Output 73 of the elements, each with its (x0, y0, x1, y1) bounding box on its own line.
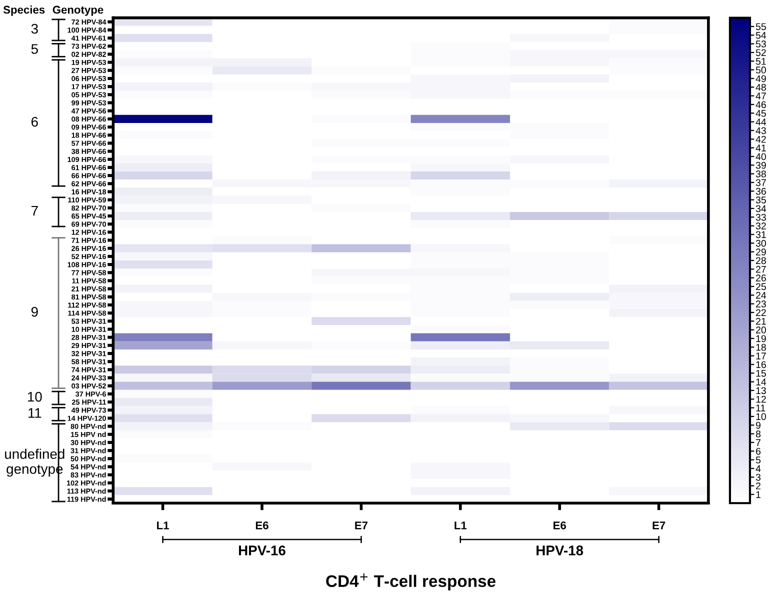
color-bar-label: 46 (756, 101, 766, 108)
color-bar-label: 13 (756, 387, 766, 394)
color-bar-label: 19 (756, 335, 766, 342)
color-bar-label: 12 (756, 396, 766, 403)
color-bar-label: 3 (756, 474, 761, 481)
color-bar-label: 30 (756, 240, 766, 247)
text: 10 (28, 392, 42, 402)
color-bar-label: 24 (756, 292, 766, 299)
color-bar-label: 5 (756, 456, 761, 464)
color-bar-label: 23 (756, 300, 766, 308)
text: 5 (31, 44, 38, 54)
text: 6 (31, 116, 38, 127)
color-bar-label: 53 (756, 40, 766, 48)
color-bar-label: 20 (756, 326, 766, 334)
color-bar-label: 37 (756, 179, 766, 186)
text: HPV-18 (536, 546, 584, 556)
x-tick-label: E7 (355, 522, 368, 530)
color-bar-label: 26 (756, 274, 766, 282)
x-tick-label: E6 (554, 521, 566, 530)
color-bar-label: 55 (756, 23, 766, 30)
color-bar-label: 44 (756, 118, 766, 126)
color-bar-label: 16 (756, 361, 766, 368)
color-bar-label: 28 (756, 257, 766, 264)
color-bar-label: 14 (756, 378, 766, 386)
color-bar-label: 49 (756, 75, 766, 82)
color-bar-label: 18 (756, 344, 766, 351)
color-bar-label: 2 (756, 482, 760, 490)
color-bar-label: 25 (756, 283, 766, 290)
color-bar-label: 48 (756, 84, 766, 91)
color-bar-label: 1 (756, 491, 760, 498)
color-bar-label: 21 (756, 318, 766, 325)
color-bar-label: 9 (756, 422, 760, 429)
text: 3 (31, 24, 38, 34)
color-bar-label: 27 (756, 266, 766, 273)
text: 9 (31, 306, 38, 317)
color-bar-label: 32 (756, 222, 766, 230)
text: Species (3, 6, 45, 16)
color-bar-label: 8 (756, 430, 761, 438)
x-tick-label: L1 (454, 522, 467, 530)
text: 7 (32, 206, 38, 216)
color-bar-label: 47 (756, 92, 766, 100)
color-bar-label: 54 (756, 32, 766, 39)
color-bar-label: 15 (756, 370, 766, 377)
color-bar-label: 35 (756, 196, 766, 204)
color-bar-label: 33 (756, 214, 766, 221)
color-bar-label: 4 (756, 465, 761, 472)
color-bar-label: 7 (756, 439, 760, 446)
color-bar-label: 45 (756, 110, 766, 117)
x-tick-label: E6 (256, 521, 268, 530)
color-bar-label: 39 (756, 162, 766, 169)
color-bar-label: 6 (756, 448, 761, 455)
text: HPV-16 (238, 546, 286, 556)
x-tick-label: E7 (652, 522, 666, 530)
color-bar-label: 40 (756, 153, 766, 160)
color-bar-label: 38 (756, 170, 766, 178)
color-bar-label: 22 (756, 309, 766, 316)
color-bar-label: 17 (756, 352, 766, 360)
color-bar-label: 43 (756, 127, 766, 134)
text: 11 (28, 408, 42, 418)
color-bar-label: 31 (756, 231, 766, 238)
color-bar-label: 41 (756, 144, 766, 152)
color-bar-label: 10 (756, 413, 766, 420)
color-bar-label: 36 (756, 188, 766, 195)
color-bar-label: 50 (756, 66, 766, 74)
text: Genotype (52, 6, 104, 16)
color-bar-label: 29 (756, 248, 766, 256)
x-tick-label: L1 (157, 522, 169, 530)
x-axis-title: CD4$^{+}$ T-cell response (326, 573, 496, 590)
color-bar-label: 42 (756, 136, 766, 143)
color-bar-label: 51 (756, 58, 766, 65)
color-bar-label: 11 (756, 404, 766, 412)
color-bar-label: 34 (756, 205, 766, 212)
color-bar-label: 52 (756, 49, 766, 56)
